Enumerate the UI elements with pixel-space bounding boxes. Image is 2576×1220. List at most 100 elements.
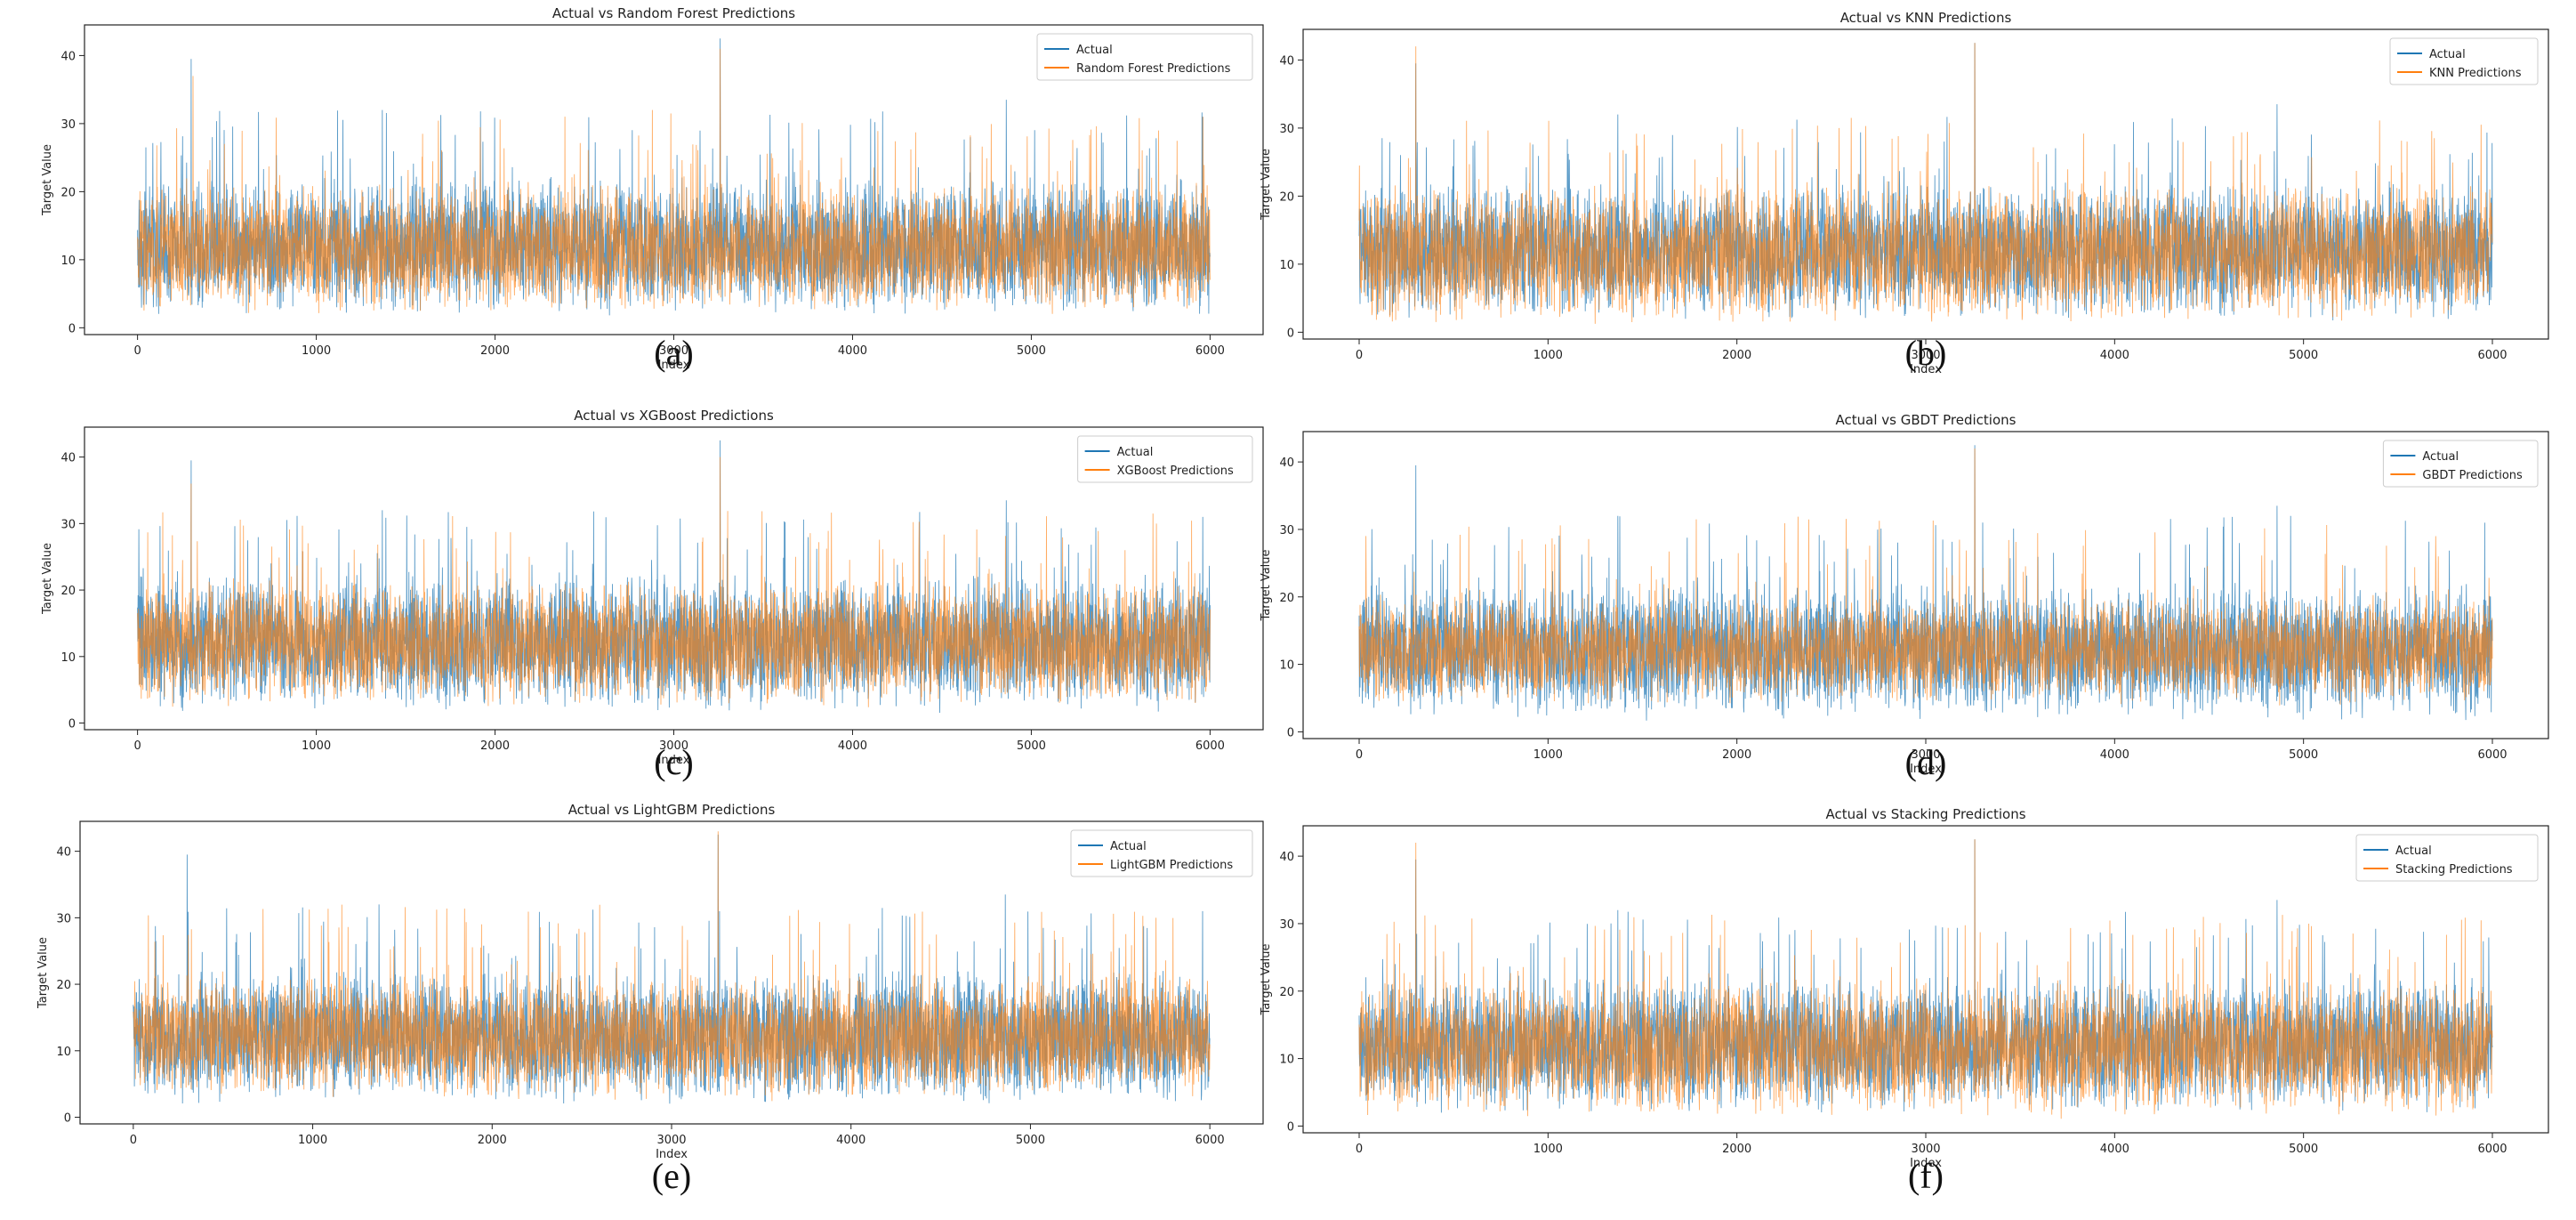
legend-entry: LightGBM Predictions — [1110, 859, 1233, 872]
legend-entry: Actual — [1110, 840, 1147, 853]
x-tick-label: 1000 — [302, 739, 331, 753]
chart-panel-5: 0 1000 2000 3000 4000 5000 6000 0 10 20 30 40 Actual… — [1260, 806, 2549, 1196]
series-line-predictions — [137, 456, 1211, 707]
panel-caption: (f) — [1908, 1156, 1944, 1196]
series-line-predictions — [1358, 839, 2493, 1119]
legend-box — [1036, 33, 1253, 81]
x-tick-label: 4000 — [2100, 748, 2129, 762]
x-axis-label: Index — [658, 359, 690, 372]
legend: Actual Random Forest Predictions — [1036, 33, 1253, 81]
y-tick-label: 0 — [1287, 327, 1294, 340]
y-tick-label: 40 — [1279, 54, 1294, 68]
y-tick-label: 20 — [56, 979, 71, 992]
plot-frame — [1302, 28, 2549, 340]
legend: Actual KNN Predictions — [2389, 37, 2539, 85]
y-tick-label: 10 — [1279, 259, 1294, 272]
legend-entry: Actual — [1076, 44, 1113, 57]
x-axis-label: Index — [1910, 363, 1942, 376]
legend-box — [2389, 37, 2539, 85]
x-tick-label: 6000 — [1195, 344, 1225, 358]
legend-entry: GBDT Predictions — [2422, 469, 2523, 482]
y-tick-label: 10 — [1279, 1054, 1294, 1067]
y-tick-label: 20 — [1279, 190, 1294, 204]
y-tick-label: 0 — [1287, 1120, 1294, 1134]
x-tick-label: 4000 — [836, 1134, 865, 1147]
y-axis-label: Target Value — [41, 543, 54, 615]
x-tick-label: 4000 — [2100, 1143, 2129, 1156]
y-tick-label: 30 — [56, 912, 71, 925]
x-tick-label: 4000 — [838, 344, 867, 358]
y-tick-label: 30 — [60, 118, 76, 132]
chart-title: Actual vs XGBoost Predictions — [574, 408, 774, 424]
y-tick-label: 0 — [1287, 726, 1294, 739]
x-tick-label: 5000 — [1016, 1134, 1045, 1147]
legend-entry: Actual — [1117, 446, 1154, 459]
panel-caption: (b) — [1905, 333, 1947, 373]
x-tick-label: 6000 — [2477, 1143, 2507, 1156]
series-line-actual — [1358, 445, 2493, 721]
legend-entry: XGBoost Predictions — [1117, 465, 1234, 478]
x-tick-label: 3000 — [659, 344, 688, 358]
y-tick-label: 40 — [1279, 851, 1294, 864]
y-tick-label: 10 — [56, 1046, 71, 1059]
y-tick-label: 0 — [68, 322, 76, 335]
x-tick-label: 2000 — [478, 1134, 507, 1147]
y-tick-label: 40 — [60, 50, 76, 63]
y-axis-label: Target Value — [41, 144, 54, 216]
legend-entry: Actual — [2395, 844, 2432, 858]
x-tick-label: 3000 — [1911, 349, 1940, 362]
chart-title: Actual vs KNN Predictions — [1840, 10, 2012, 26]
legend-entry: Stacking Predictions — [2395, 863, 2513, 877]
x-tick-label: 0 — [1356, 349, 1363, 362]
x-tick-label: 1000 — [1534, 349, 1563, 362]
series-line-actual — [1358, 839, 2493, 1113]
chart-title: Actual vs GBDT Predictions — [1836, 412, 2017, 428]
y-tick-label: 0 — [68, 718, 76, 731]
x-tick-label: 0 — [1356, 748, 1363, 762]
series-line-predictions — [1358, 43, 2493, 324]
y-tick-label: 30 — [1279, 524, 1294, 537]
x-tick-label: 4000 — [2100, 349, 2129, 362]
y-tick-label: 20 — [1279, 986, 1294, 999]
chart-panel-2: 0 1000 2000 3000 4000 5000 6000 0 10 20 30 40 Actual… — [41, 408, 1264, 782]
x-tick-label: 2000 — [1722, 1143, 1751, 1156]
x-tick-label: 6000 — [1195, 739, 1225, 753]
y-tick-label: 30 — [1279, 123, 1294, 136]
y-axis-label: Target Value — [36, 937, 50, 1009]
y-tick-label: 40 — [60, 452, 76, 465]
x-tick-label: 3000 — [659, 739, 688, 753]
x-tick-label: 1000 — [1534, 1143, 1563, 1156]
series-line-predictions — [133, 831, 1211, 1102]
x-axis-label: Index — [658, 754, 690, 767]
chart-panel-0: 0 1000 2000 3000 4000 5000 6000 0 10 20 30 40 Actual… — [41, 5, 1264, 373]
x-tick-label: 1000 — [298, 1134, 327, 1147]
legend-box — [2355, 834, 2539, 882]
x-tick-label: 6000 — [1195, 1134, 1225, 1147]
panel-caption: (d) — [1905, 742, 1947, 782]
x-tick-label: 2000 — [1722, 349, 1751, 362]
x-axis-label: Index — [1910, 763, 1942, 776]
chart-panel-3: 0 1000 2000 3000 4000 5000 6000 0 10 20 30 40 Actual… — [1260, 412, 2549, 782]
y-tick-label: 10 — [60, 651, 76, 665]
y-axis-label: Target Value — [1260, 943, 1273, 1015]
plot-frame — [1302, 431, 2549, 739]
chart-panel-1: 0 1000 2000 3000 4000 5000 6000 0 10 20 30 40 Actual… — [1260, 10, 2549, 376]
x-tick-label: 0 — [130, 1134, 137, 1147]
y-tick-label: 40 — [1279, 456, 1294, 470]
y-tick-label: 10 — [1279, 659, 1294, 673]
y-tick-label: 0 — [64, 1112, 71, 1126]
legend-box — [1077, 435, 1253, 483]
panel-caption: (a) — [654, 333, 693, 373]
chart-panel-4: 0 1000 2000 3000 4000 5000 6000 0 10 20 30 40 Actual… — [36, 802, 1264, 1196]
x-axis-label: Index — [656, 1148, 688, 1161]
y-tick-label: 20 — [60, 186, 76, 199]
x-tick-label: 4000 — [838, 739, 867, 753]
legend: Actual XGBoost Predictions — [1077, 435, 1253, 483]
chart-title: Actual vs Stacking Predictions — [1825, 806, 2025, 822]
series-line-predictions — [137, 48, 1211, 314]
x-axis-label: Index — [1910, 1157, 1942, 1170]
x-tick-label: 5000 — [2289, 748, 2318, 762]
y-tick-label: 30 — [1279, 918, 1294, 932]
chart-title: Actual vs Random Forest Predictions — [552, 5, 795, 21]
